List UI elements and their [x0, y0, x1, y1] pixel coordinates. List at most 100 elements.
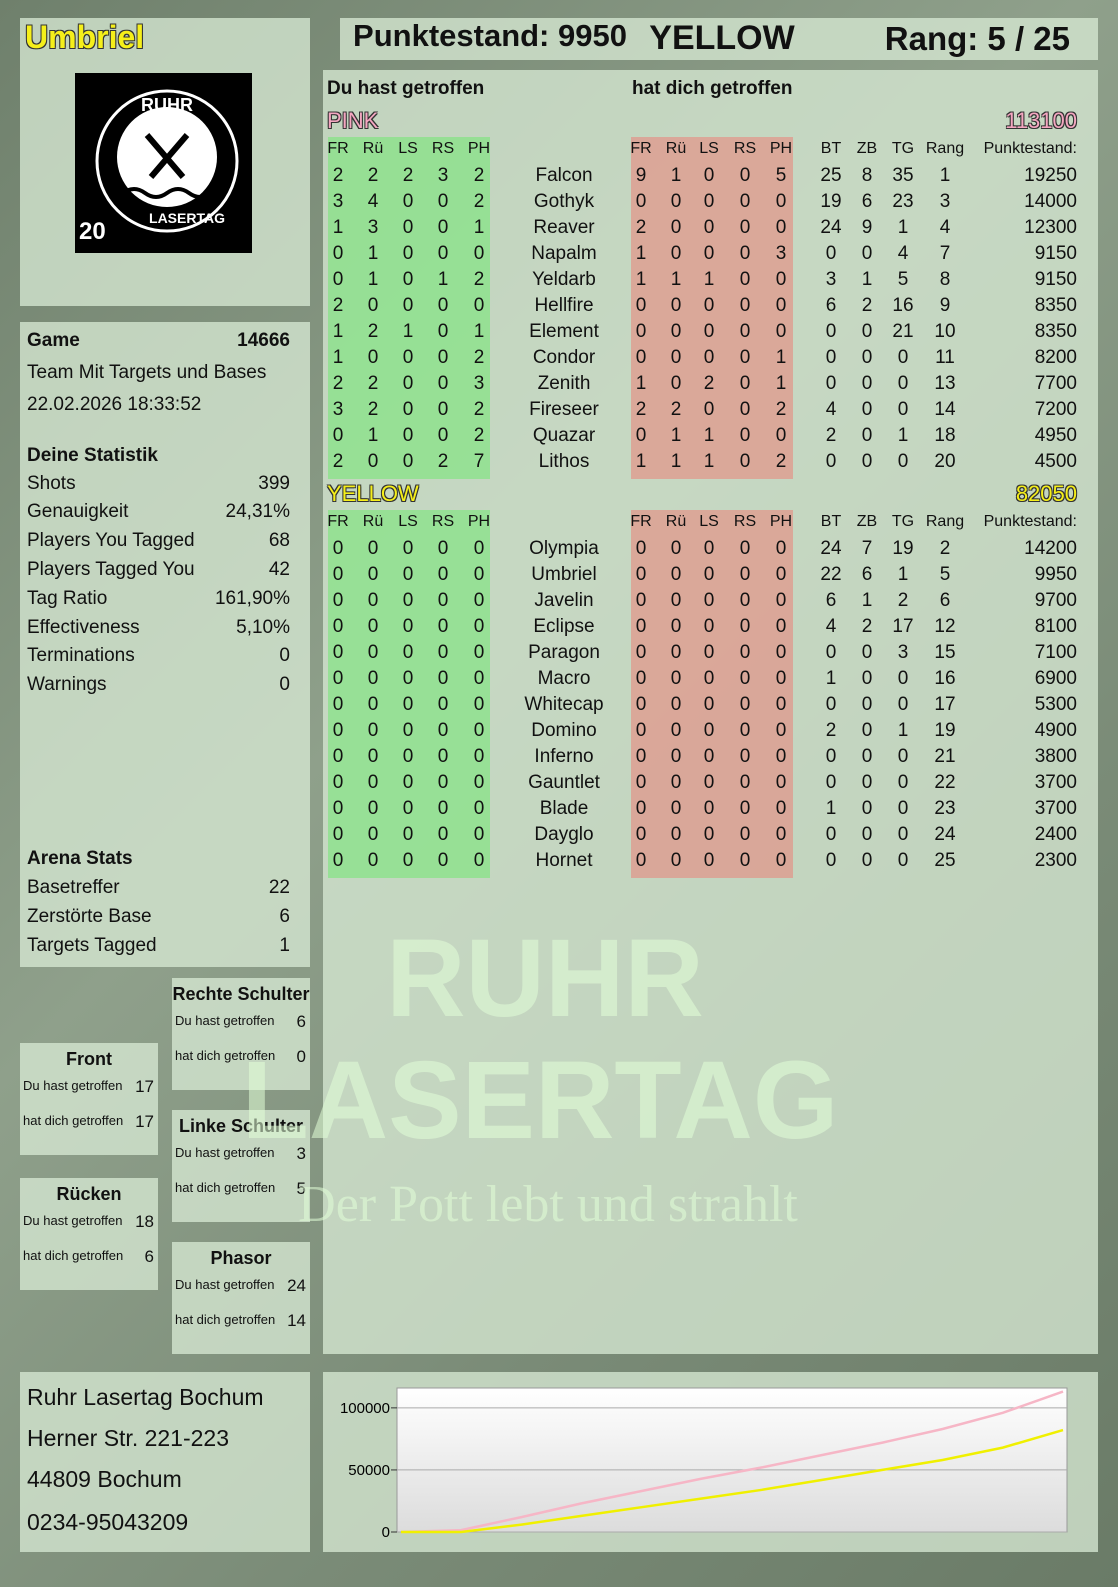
section-title: Deine Statistik: [27, 444, 158, 466]
header-team: YELLOW: [649, 19, 795, 57]
column-header: BT: [820, 512, 842, 530]
stat-cell: 0: [861, 242, 873, 264]
hit-count: 1: [703, 268, 715, 290]
score-cell: 7100: [1034, 641, 1077, 663]
zone-value: 14: [287, 1311, 306, 1330]
hit-count: 0: [402, 745, 414, 767]
stat-cell: 18: [934, 424, 956, 446]
table-heading: hat dich getroffen: [632, 77, 793, 99]
hit-count: 0: [437, 563, 449, 585]
hit-count: 0: [402, 589, 414, 611]
hit-count: 0: [367, 719, 379, 741]
stat-cell: 19: [892, 537, 914, 559]
logo-wave: [121, 187, 213, 199]
stat-cell: 35: [892, 164, 914, 186]
stat-cell: 14: [934, 398, 956, 420]
game-mode: Team Mit Targets und Bases: [27, 361, 267, 383]
hit-count: 0: [739, 450, 751, 472]
hit-count: 1: [402, 320, 414, 342]
hit-count: 1: [635, 450, 647, 472]
player-name: Eclipse: [533, 615, 595, 637]
hit-count: 0: [739, 346, 751, 368]
hit-count: 0: [670, 849, 682, 871]
hit-count: 1: [473, 216, 485, 238]
stat-cell: 2: [861, 615, 873, 637]
hit-count: 0: [402, 346, 414, 368]
hit-count: 1: [703, 424, 715, 446]
stat-cell: 16: [892, 294, 914, 316]
hit-count: 0: [635, 589, 647, 611]
hit-count: 0: [332, 537, 344, 559]
hit-count: 0: [473, 667, 485, 689]
column-header: Rü: [362, 139, 384, 157]
score-cell: 3800: [1034, 745, 1077, 767]
hit-count: 0: [739, 719, 751, 741]
hit-count: 0: [635, 823, 647, 845]
stat-value: 399: [258, 472, 290, 494]
column-header: Punktestand:: [983, 139, 1077, 157]
y-tick-label: 0: [382, 1524, 390, 1541]
hit-count: 2: [332, 164, 344, 186]
logo-text: LASERTAG: [149, 210, 225, 226]
hit-count: 0: [437, 242, 449, 264]
stat-cell: 3: [939, 190, 951, 212]
zone-value: 3: [296, 1144, 306, 1163]
stat-cell: 0: [825, 450, 837, 472]
stat-cell: 21: [892, 320, 914, 342]
zone-title: Rechte Schulter: [172, 983, 310, 1004]
stat-cell: 22: [934, 771, 956, 793]
hit-count: 0: [402, 771, 414, 793]
stat-label: Players You Tagged: [27, 530, 195, 552]
score-cell: 6900: [1034, 667, 1077, 689]
hit-count: 2: [332, 372, 344, 394]
stat-cell: 19: [820, 190, 842, 212]
table-heading: Du hast getroffen: [327, 77, 485, 99]
column-header: FR: [630, 512, 652, 530]
hit-count: 0: [332, 797, 344, 819]
stat-value: 5,10%: [236, 616, 290, 638]
hit-count: 0: [635, 667, 647, 689]
player-name: Olympia: [529, 537, 599, 559]
hit-count: 1: [670, 424, 682, 446]
hit-count: 0: [635, 797, 647, 819]
stat-cell: 5: [897, 268, 909, 290]
stat-cell: 1: [825, 797, 837, 819]
hit-count: 2: [703, 372, 715, 394]
logo-hammer: [148, 133, 190, 179]
hit-count: 0: [739, 398, 751, 420]
hit-count: 5: [775, 164, 787, 186]
stat-cell: 25: [934, 849, 956, 871]
stat-cell: 1: [897, 424, 909, 446]
hit-count: 0: [473, 641, 485, 663]
chart: 0 50000 100000: [340, 1387, 1068, 1541]
hit-count: 0: [775, 667, 787, 689]
score-cell: 8200: [1034, 346, 1077, 368]
hit-count: 0: [332, 849, 344, 871]
hit-count: 0: [402, 216, 414, 238]
stat-cell: 19: [934, 719, 956, 741]
column-header: LS: [398, 139, 418, 157]
watermark: LASERTAG: [241, 1038, 839, 1162]
hit-count: 0: [437, 719, 449, 741]
player-name: Whitecap: [524, 693, 604, 715]
hit-count: 0: [332, 641, 344, 663]
stat-cell: 0: [825, 693, 837, 715]
hit-count: 0: [670, 294, 682, 316]
hit-count: 0: [402, 537, 414, 559]
logo-number: 20: [79, 218, 106, 245]
hit-count: 0: [739, 164, 751, 186]
hit-count: 0: [775, 693, 787, 715]
hit-count: 9: [635, 164, 647, 186]
hit-count: 0: [332, 268, 344, 290]
hit-count: 0: [473, 797, 485, 819]
plot-area: [396, 1387, 1068, 1533]
hit-count: 0: [635, 294, 647, 316]
hit-count: 0: [670, 745, 682, 767]
stat-cell: 0: [825, 823, 837, 845]
hit-zone: [172, 1242, 310, 1354]
stat-cell: 0: [861, 424, 873, 446]
hit-count: 0: [775, 294, 787, 316]
hit-count: 2: [367, 164, 379, 186]
score-cell: 8350: [1034, 294, 1077, 316]
hit-count: 0: [402, 797, 414, 819]
